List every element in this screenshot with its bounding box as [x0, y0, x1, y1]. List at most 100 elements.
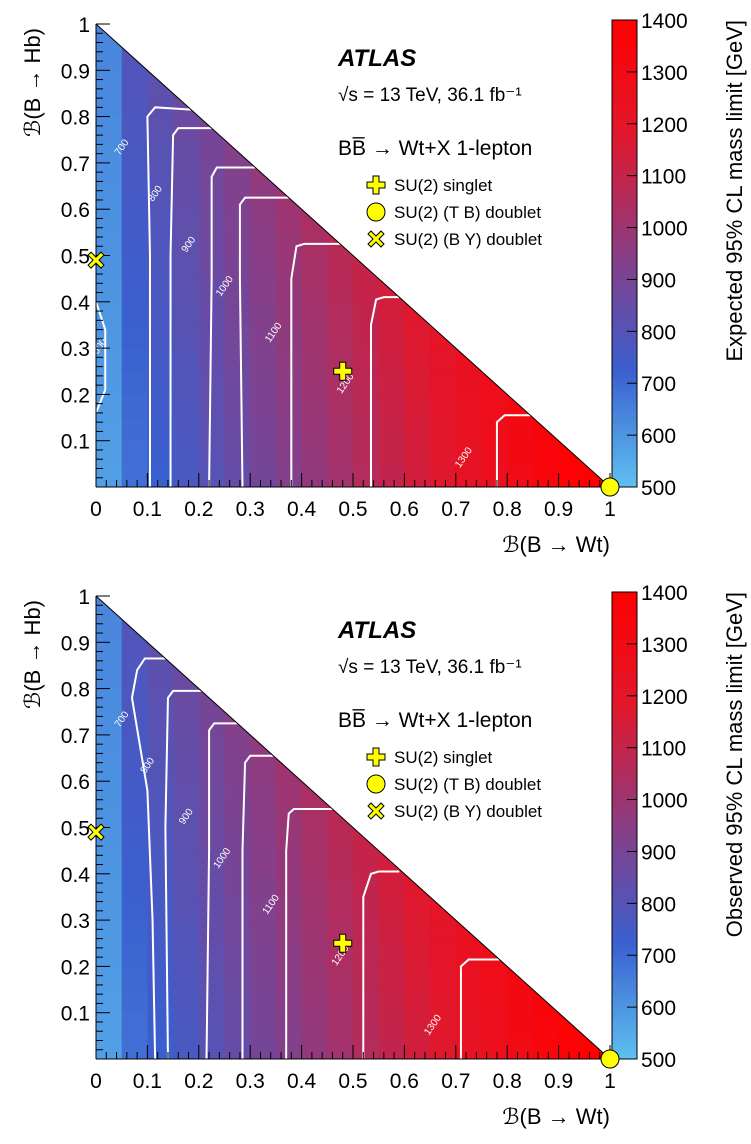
- heatmap-cell: [378, 301, 405, 326]
- heatmap-cell: [121, 781, 148, 805]
- heatmap-cell: [224, 301, 251, 326]
- heatmap-cell: [301, 850, 328, 875]
- legend-entry: SU(2) singlet: [394, 748, 493, 767]
- heatmap-cell: [96, 804, 123, 828]
- heatmap-cell: [121, 394, 148, 419]
- heatmap-cell: [173, 642, 200, 666]
- heatmap-cell: [121, 596, 148, 620]
- heatmap-cell: [353, 371, 380, 395]
- heatmap-cell: [430, 417, 457, 442]
- heatmap-cell: [96, 371, 123, 395]
- heatmap-cell: [198, 417, 225, 442]
- heatmap-cell: [224, 186, 251, 210]
- heatmap-cell: [455, 371, 482, 395]
- heatmap-cell: [224, 324, 251, 349]
- heatmap-cell: [224, 804, 251, 828]
- heatmap-cell: [327, 1012, 354, 1037]
- heatmap-cell: [173, 394, 200, 419]
- y-tick-label: 0.7: [61, 725, 90, 748]
- heatmap-cell: [96, 642, 123, 666]
- heatmap-cell: [96, 47, 123, 71]
- heatmap-cell: [327, 301, 354, 326]
- heatmap-cell: [532, 440, 560, 465]
- heatmap-cell: [250, 440, 277, 465]
- legend-cross-icon: [367, 230, 385, 248]
- heatmap-cell: [558, 463, 585, 487]
- heatmap-cell: [275, 781, 303, 805]
- heatmap-cell: [430, 966, 457, 991]
- heatmap-cell: [250, 1035, 277, 1059]
- heatmap-cell: [96, 920, 123, 944]
- contour-1300: [459, 958, 500, 1059]
- heatmap-cell: [147, 989, 174, 1014]
- color-bar: [611, 19, 638, 488]
- heatmap-cell: [558, 1035, 585, 1059]
- heatmap-cell: [430, 873, 457, 898]
- heatmap-cell: [301, 371, 328, 395]
- heatmap-cell: [173, 463, 200, 487]
- process-label: BB̅ → Wt+X 1-lepton: [338, 709, 532, 732]
- heatmap-cell: [173, 162, 200, 187]
- heatmap-cell: [404, 417, 431, 442]
- heatmap-cell: [121, 1035, 148, 1059]
- heatmap-cell: [96, 966, 123, 991]
- heatmap-cell: [96, 70, 123, 94]
- y-tick-label: 0.9: [61, 632, 90, 655]
- heatmap-cell: [250, 896, 277, 921]
- marker-circle: [600, 477, 620, 497]
- heatmap-cell: [250, 209, 277, 233]
- heatmap-cell: [147, 734, 174, 759]
- contour-700: [130, 657, 166, 1059]
- heatmap-cell: [481, 966, 508, 991]
- x-tick-label: 0.2: [184, 498, 213, 521]
- heatmap-cell: [430, 463, 457, 487]
- heatmap-cell: [327, 943, 354, 967]
- heatmap-cell: [507, 943, 534, 967]
- heatmap-cell: [301, 896, 328, 921]
- legend-circle-icon: [366, 202, 386, 222]
- heatmap-cell: [224, 873, 251, 898]
- legend-entry: SU(2) (B Y) doublet: [394, 802, 542, 821]
- heatmap-cell: [198, 943, 225, 967]
- heatmap-cell: [378, 255, 405, 280]
- heatmap-cell: [250, 989, 277, 1014]
- heatmap-cell: [121, 896, 148, 921]
- heatmap-cell: [173, 896, 200, 921]
- heatmap-cell: [327, 394, 354, 419]
- heatmap-cell: [173, 371, 200, 395]
- heatmap-cell: [327, 371, 354, 395]
- legend-entry: SU(2) singlet: [394, 176, 493, 195]
- heatmap-cell: [121, 873, 148, 898]
- heatmap-cell: [250, 348, 277, 372]
- legend-entry: SU(2) (B Y) doublet: [394, 230, 542, 249]
- heatmap-cell: [198, 711, 225, 736]
- heatmap-cell: [224, 989, 251, 1014]
- heatmap-cell: [353, 324, 380, 349]
- heatmap-cell: [96, 93, 123, 118]
- heatmap-cell: [404, 348, 431, 372]
- heatmap-cell: [301, 394, 328, 419]
- heatmap-cell: [404, 920, 431, 944]
- heatmap-cell: [224, 966, 251, 991]
- heatmap-cell: [147, 463, 174, 487]
- heatmap-cell: [430, 1035, 457, 1059]
- heatmap-cell: [96, 463, 123, 487]
- heatmap-cell: [121, 989, 148, 1014]
- heatmap-cell: [301, 989, 328, 1014]
- heatmap-cell: [198, 139, 225, 164]
- heatmap-cell: [147, 1012, 174, 1037]
- heatmap-cell: [301, 301, 328, 326]
- heatmap-cell: [301, 255, 328, 280]
- heatmap-cell: [250, 873, 277, 898]
- heatmap-cell: [275, 920, 303, 944]
- heatmap-cell: [275, 1012, 303, 1037]
- color-bar-tick-label: 900: [641, 841, 676, 864]
- heatmap-cell: [147, 116, 174, 141]
- color-bar-tick-label: 500: [641, 1049, 676, 1072]
- heatmap-cell: [147, 440, 174, 465]
- heatmap-cell: [481, 394, 508, 419]
- color-bar-tick-label: 900: [641, 269, 676, 292]
- heatmap-cell: [198, 966, 225, 991]
- heatmap-cell: [121, 93, 148, 118]
- y-tick-label: 0.2: [61, 384, 90, 407]
